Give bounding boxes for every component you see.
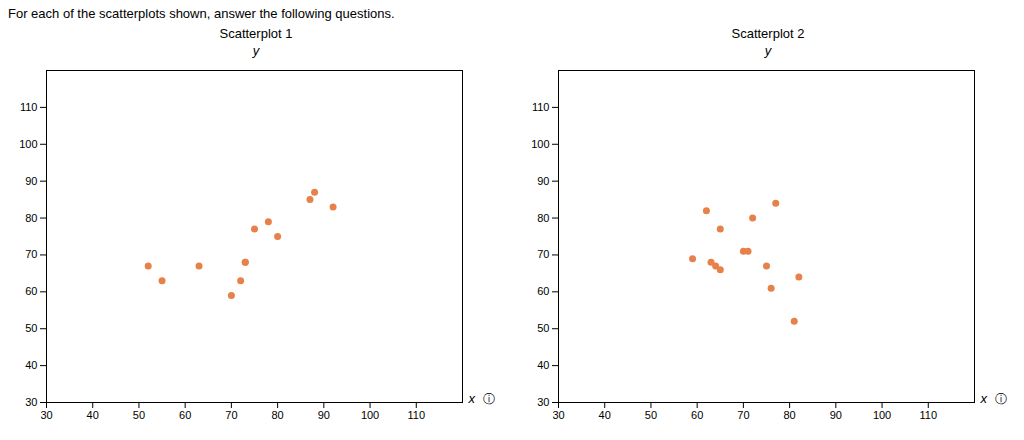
svg-text:100: 100 <box>361 409 379 421</box>
svg-text:100: 100 <box>19 138 37 150</box>
svg-text:110: 110 <box>20 101 38 113</box>
svg-text:90: 90 <box>318 409 330 421</box>
svg-text:40: 40 <box>599 409 611 421</box>
svg-text:100: 100 <box>873 409 891 421</box>
svg-text:30: 30 <box>537 396 549 408</box>
svg-text:100: 100 <box>531 138 549 150</box>
html-text:For each of the scatterplots s: For each of the scatterplots shown, answ… <box>8 6 395 21</box>
svg-text:70: 70 <box>737 409 749 421</box>
svg-text:30: 30 <box>552 409 564 421</box>
svg-text:80: 80 <box>271 409 283 421</box>
svg-text:60: 60 <box>691 409 703 421</box>
svg-text:90: 90 <box>830 409 842 421</box>
svg-text:90: 90 <box>537 175 549 187</box>
svg-text:50: 50 <box>133 409 145 421</box>
svg-text:50: 50 <box>645 409 657 421</box>
svg-text:80: 80 <box>25 212 37 224</box>
svg-text:x: x <box>980 391 988 406</box>
svg-text:70: 70 <box>537 248 549 260</box>
svg-text:50: 50 <box>537 322 549 334</box>
html-text:y: y <box>764 43 772 58</box>
svg-text:ⓘ: ⓘ <box>995 392 1007 406</box>
svg-text:80: 80 <box>783 409 795 421</box>
svg-text:ⓘ: ⓘ <box>483 392 495 406</box>
html-text:y: y <box>252 43 260 58</box>
svg-text:110: 110 <box>920 409 938 421</box>
svg-text:50: 50 <box>25 322 37 334</box>
svg-text:30: 30 <box>40 409 52 421</box>
svg-text:110: 110 <box>532 101 550 113</box>
svg-text:x: x <box>468 391 476 406</box>
svg-text:60: 60 <box>25 285 37 297</box>
svg-text:90: 90 <box>25 175 37 187</box>
svg-text:60: 60 <box>537 285 549 297</box>
html-text:Scatterplot 1: Scatterplot 1 <box>219 26 293 41</box>
svg-text:70: 70 <box>25 248 37 260</box>
svg-text:30: 30 <box>25 396 37 408</box>
svg-text:60: 60 <box>179 409 191 421</box>
svg-text:110: 110 <box>408 409 426 421</box>
svg-text:40: 40 <box>537 359 549 371</box>
svg-text:70: 70 <box>225 409 237 421</box>
svg-text:80: 80 <box>537 212 549 224</box>
svg-text:40: 40 <box>87 409 99 421</box>
svg-text:40: 40 <box>25 359 37 371</box>
html-text:Scatterplot 2: Scatterplot 2 <box>731 26 805 41</box>
